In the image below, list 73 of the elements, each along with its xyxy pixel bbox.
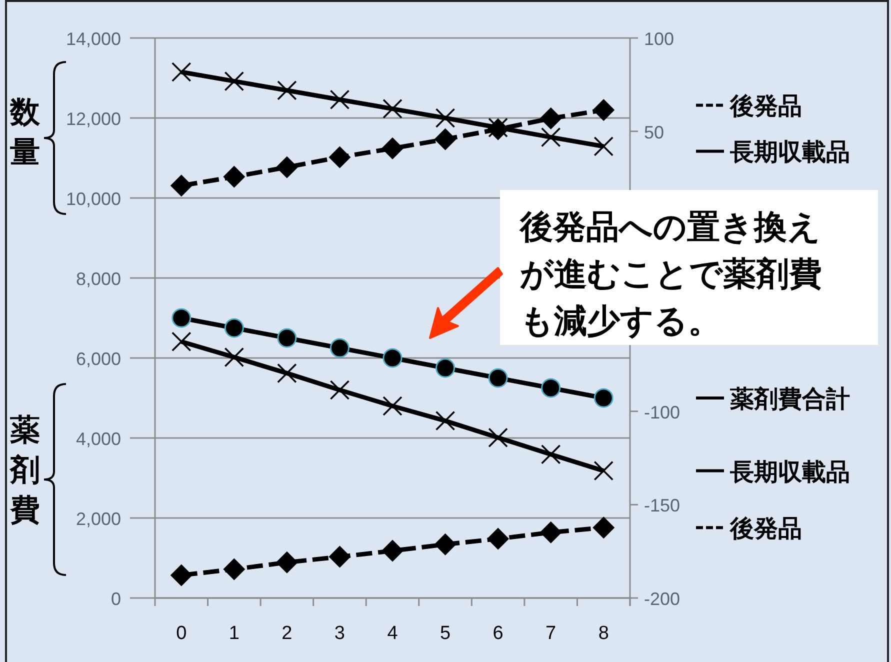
point	[171, 62, 192, 82]
point	[434, 533, 456, 556]
point	[435, 108, 456, 128]
point	[540, 521, 562, 544]
point	[223, 558, 246, 580]
x-tick-label: 4	[387, 623, 398, 644]
legend-label: 後発品	[729, 93, 802, 120]
point	[330, 90, 350, 110]
point	[276, 156, 298, 178]
point	[224, 318, 244, 338]
point	[223, 166, 246, 188]
point	[330, 380, 350, 400]
text: 薬剤費	[9, 414, 40, 527]
y-tick-label: 4,000	[76, 429, 121, 449]
legend-label: 後発品	[729, 516, 802, 543]
y-tick-label: 12,000	[66, 109, 121, 129]
point	[382, 396, 402, 416]
point	[540, 444, 561, 464]
x-tick-label: 7	[546, 623, 556, 644]
point	[382, 98, 402, 119]
point	[277, 80, 297, 100]
point	[435, 410, 456, 431]
point	[434, 128, 456, 150]
point	[382, 540, 404, 562]
point	[487, 528, 510, 550]
point	[488, 368, 508, 388]
point	[277, 363, 297, 384]
y-tick-label: 8,000	[76, 269, 121, 289]
point	[488, 428, 508, 448]
point	[594, 388, 614, 408]
point	[224, 71, 244, 92]
y2-tick-label: -100	[644, 402, 680, 422]
x-tick-label: 0	[176, 623, 187, 644]
point	[328, 146, 351, 168]
x-tick-label: 5	[440, 623, 451, 644]
y2-tick-label: 100	[644, 29, 674, 49]
y2-tick-label: -200	[644, 589, 680, 609]
point	[541, 378, 561, 398]
point	[224, 347, 244, 368]
point	[330, 338, 350, 358]
y-tick-label: 6,000	[76, 349, 121, 369]
point	[277, 328, 297, 348]
point	[276, 551, 298, 574]
legend-label: 長期収載品	[729, 458, 850, 486]
point	[594, 136, 614, 156]
y2-tick-label: 50	[644, 122, 664, 142]
y-tick-label: 10,000	[66, 189, 121, 209]
point	[382, 348, 402, 368]
x-tick-label: 2	[282, 623, 292, 644]
point	[170, 564, 192, 586]
point	[540, 107, 562, 130]
point	[328, 546, 351, 568]
point	[436, 358, 456, 378]
point	[592, 99, 615, 121]
x-tick-label: 6	[492, 623, 504, 644]
point	[171, 332, 192, 352]
y2-tick-label: -150	[644, 496, 680, 516]
point	[382, 137, 404, 160]
point	[592, 516, 615, 539]
y-tick-label: 2,000	[76, 509, 121, 529]
legend-label: 薬剤費合計	[729, 386, 850, 413]
y-tick-label: 0	[110, 589, 121, 609]
point	[540, 127, 561, 148]
y-tick-label: 14,000	[66, 29, 121, 49]
x-tick-label: 3	[334, 623, 346, 644]
x-tick-label: 1	[228, 623, 240, 644]
point	[170, 174, 192, 197]
point	[594, 460, 614, 481]
x-tick-label: 8	[598, 623, 609, 644]
point	[172, 308, 192, 328]
legend-label: 長期収載品	[729, 139, 850, 166]
text: 数量	[9, 96, 41, 169]
annotation: 後発品への置き換えが進むことで薬剤費も減少する。	[519, 208, 822, 339]
